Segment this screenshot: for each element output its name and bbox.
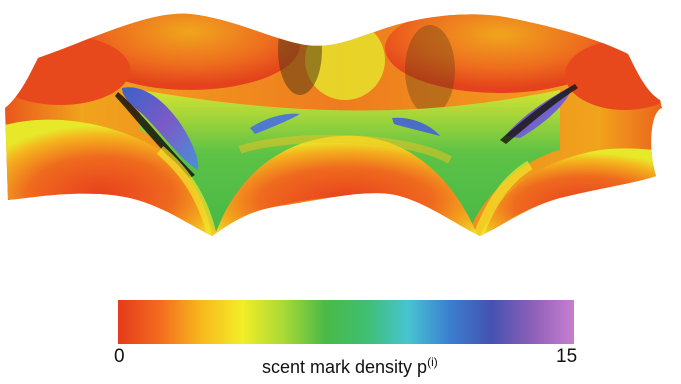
surface-plot bbox=[5, 13, 662, 237]
colorbar-label-text: scent mark density p bbox=[262, 357, 428, 377]
colorbar-tick-min: 0 bbox=[114, 346, 125, 367]
colorbar-tick-max: 15 bbox=[556, 346, 578, 367]
colorbar-label-superscript: (i) bbox=[427, 355, 438, 369]
colorbar-label: scent mark density p(i) bbox=[262, 355, 438, 378]
colorbar bbox=[118, 300, 574, 344]
